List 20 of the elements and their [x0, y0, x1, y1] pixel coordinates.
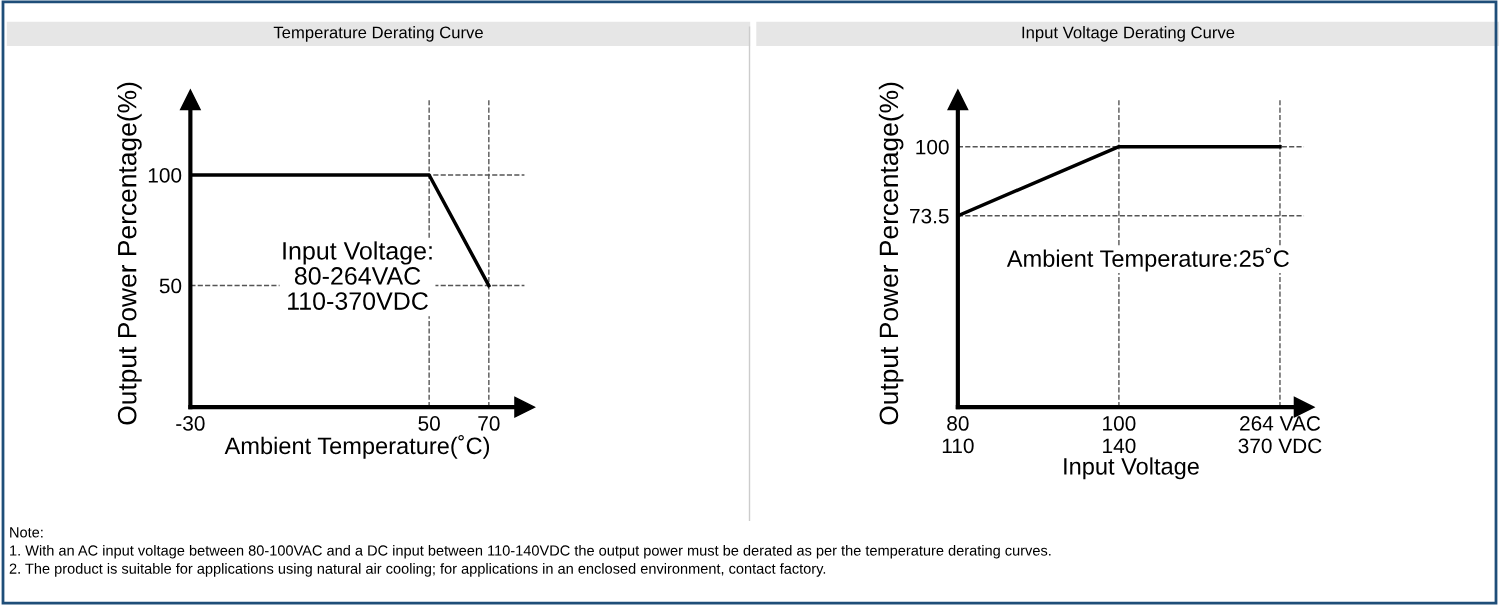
x-tick-label: 264 VAC 370 VDC: [1238, 416, 1322, 454]
y-tick-label: 73.5: [910, 208, 949, 224]
y-axis-title: Output Power Percentage(%): [878, 82, 904, 425]
annotation: Input Voltage: 80-264VAC 110-370VDC: [283, 241, 432, 310]
text: 1. With an AC input voltage between 80-100VAC and a DC input between 110-140VDC the output power must be derated as per the temperature derating curves.: [10, 544, 1051, 559]
x-tick-label: 100 140: [1103, 416, 1136, 454]
x-axis-title: Input Voltage: [1064, 457, 1199, 480]
text: 2. The product is suitable for applications using natural air cooling; for applications in an enclosed environment, contact factory.: [9, 563, 826, 577]
chart-title: Temperature Derating Curve: [273, 26, 483, 42]
x-tick-label: 50: [418, 416, 440, 431]
x-tick-label: -30: [176, 416, 205, 431]
y-tick-label: 100: [148, 168, 182, 183]
x-axis-title: Ambient Temperature(˚C): [224, 434, 490, 459]
x-tick-label: 80 110: [942, 416, 974, 454]
annotation: Ambient Temperature:25˚C: [1006, 247, 1289, 272]
chart-title: Input Voltage Derating Curve: [1022, 26, 1235, 42]
x-tick-label: 70: [478, 416, 500, 431]
y-tick-label: 100: [916, 139, 949, 155]
y-axis-title: Output Power Percentage(%): [117, 82, 142, 425]
text: Note:: [10, 527, 43, 538]
